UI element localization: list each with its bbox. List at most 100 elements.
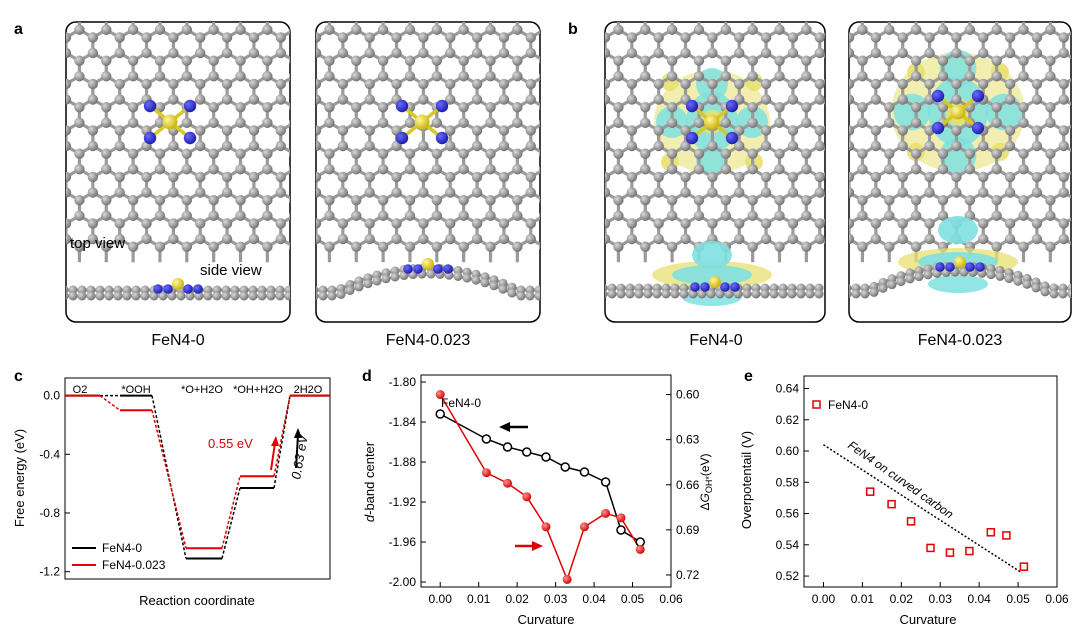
nitrogen-atom: [965, 262, 975, 272]
x-axis-label: Curvature: [899, 612, 956, 627]
iron-atom: [704, 114, 720, 130]
y-tick-label: -1.92: [389, 495, 417, 509]
legend-label: FeN4-0: [102, 541, 142, 555]
nitrogen-atom: [443, 264, 453, 274]
nitrogen-atom: [395, 99, 409, 113]
arrowhead-icon: [271, 436, 279, 446]
iron-atom: [162, 114, 178, 130]
panel-c-label: c: [14, 368, 23, 385]
x-tick-label: 0.05: [1006, 592, 1030, 606]
iron-atom: [954, 256, 966, 268]
annotation-label: FeN4-0: [441, 396, 481, 410]
panel-b-label: b: [568, 21, 578, 38]
y-tick-label: -0.8: [39, 506, 60, 520]
annotation-0.63-ev: 0.63 eV: [288, 428, 311, 481]
y-tick-label: 0.0: [43, 389, 60, 403]
nitrogen-atom: [193, 284, 203, 294]
y-tick-label: -1.88: [389, 455, 417, 469]
nitrogen-atom: [395, 131, 409, 145]
x-tick-label: 0.01: [851, 592, 875, 606]
transition-line: [273, 395, 291, 477]
y-tick-label: 0.52: [776, 569, 800, 583]
data-point: [965, 546, 974, 556]
y-tick-label: 0.56: [776, 507, 800, 521]
trend-label: FeN4 on curved carbon: [845, 438, 956, 522]
charge-density-side-view-curved: [849, 216, 1071, 299]
panel-a-right-frame: [315, 21, 541, 323]
y2-tick-label: 0.69: [676, 523, 700, 537]
data-point: [865, 487, 875, 496]
nitrogen-atom: [403, 264, 413, 274]
y-tick-label: 0.62: [776, 413, 800, 427]
arrowhead-icon: [532, 541, 543, 551]
x-tick-label: 0.02: [890, 592, 914, 606]
x-axis-label: Reaction coordinate: [139, 593, 255, 608]
state-label: *O+H2O: [181, 384, 223, 396]
y-tick-label: -1.2: [39, 565, 60, 579]
data-point: [926, 543, 935, 553]
trend-line: [823, 444, 1023, 574]
iron-atom: [172, 278, 184, 290]
y-tick-label: -1.84: [389, 415, 417, 429]
state-label: *OH+H2O: [233, 384, 283, 396]
nitrogen-atom: [725, 99, 739, 113]
transition-line: [151, 395, 187, 559]
nitrogen-atom: [435, 131, 449, 145]
state-label: *OOH: [121, 384, 150, 396]
nitrogen-atom: [971, 121, 985, 135]
graphene-side-view: [66, 278, 290, 301]
y-axis-label: Free energy (eV): [12, 429, 27, 527]
nitrogen-atom: [725, 131, 739, 145]
chart-panel-c: c Free energy (eV) Reaction coordinate 0…: [12, 368, 331, 608]
data-point: [616, 525, 626, 535]
y-tick-label: -2.00: [389, 575, 417, 589]
x-tick-label: 0.03: [929, 592, 953, 606]
state-label: O2: [73, 384, 88, 396]
data-point: [541, 522, 551, 532]
y-tick-label: 0.54: [776, 538, 800, 552]
nitrogen-atom: [413, 264, 423, 274]
nitrogen-atom: [163, 284, 173, 294]
side-view-label: side view: [200, 262, 262, 279]
arrow-icon: [270, 442, 276, 471]
arrow-right-red: [515, 541, 543, 551]
panel-b-right-frame: [848, 21, 1072, 323]
nitrogen-atom: [685, 99, 699, 113]
iron-atom: [950, 104, 966, 120]
x-tick-label: 0.06: [1045, 592, 1069, 606]
data-point: [522, 447, 532, 457]
data-point: [635, 537, 645, 547]
y-axis-label: Overpotentail (V): [739, 431, 754, 529]
y2-tick-label: 0.72: [676, 568, 700, 582]
data-point: [560, 462, 570, 472]
panel-a-left-frame: [65, 21, 291, 323]
transition-line: [221, 476, 241, 549]
data-point: [481, 434, 492, 444]
data-point: [541, 452, 551, 462]
nitrogen-atom: [183, 284, 193, 294]
graphene-side-view-curved: [316, 258, 540, 301]
series-line-d-band: [439, 413, 641, 543]
panel-b-caption-left: FeN4-0: [689, 332, 742, 349]
legend-label: FeN4-0.023: [102, 558, 166, 572]
data-point: [635, 544, 645, 554]
panel-e-label: e: [744, 368, 753, 385]
iron-atom: [414, 114, 430, 130]
y-tick-label: 0.64: [776, 382, 800, 396]
nitrogen-atom: [143, 131, 157, 145]
data-point: [986, 528, 996, 537]
nitrogen-atom: [931, 89, 945, 103]
data-point: [435, 390, 445, 400]
x-tick-label: 0.05: [621, 592, 645, 606]
x-tick-label: 0.02: [505, 592, 529, 606]
x-tick-label: 0.01: [467, 592, 491, 606]
y2-tick-label: 0.60: [676, 388, 700, 402]
panel-a-caption-right: FeN4-0.023: [386, 332, 471, 349]
arrow-icon: [295, 434, 299, 469]
panel-d-label: d: [362, 368, 372, 385]
data-point: [502, 442, 513, 452]
nitrogen-atom: [690, 282, 700, 292]
arrowhead-icon: [294, 428, 302, 438]
chart-legend: FeN4-0 FeN4-0.023: [72, 541, 166, 572]
panel-a-label: a: [14, 21, 23, 38]
